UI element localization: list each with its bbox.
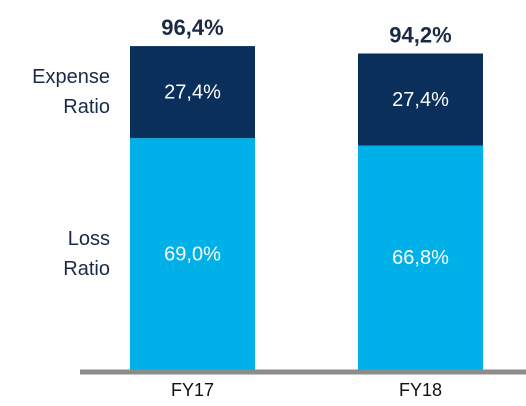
- data-label: 66,8%: [392, 247, 449, 269]
- x-tick-label: FY17: [171, 380, 214, 400]
- data-label: 27,4%: [392, 89, 449, 111]
- bar-segment: [130, 138, 255, 370]
- data-label: 27,4%: [164, 81, 221, 103]
- bar-segment: [358, 145, 483, 370]
- total-label: 96,4%: [161, 15, 223, 40]
- bar-segment: [130, 46, 255, 139]
- bar-segment: [358, 53, 483, 146]
- x-tick-label: FY18: [399, 380, 442, 400]
- legend-label: Loss Ratio: [63, 228, 110, 281]
- total-label: 94,2%: [389, 22, 451, 47]
- legend-label: Expense Ratio: [32, 66, 110, 119]
- data-label: 69,0%: [164, 243, 221, 265]
